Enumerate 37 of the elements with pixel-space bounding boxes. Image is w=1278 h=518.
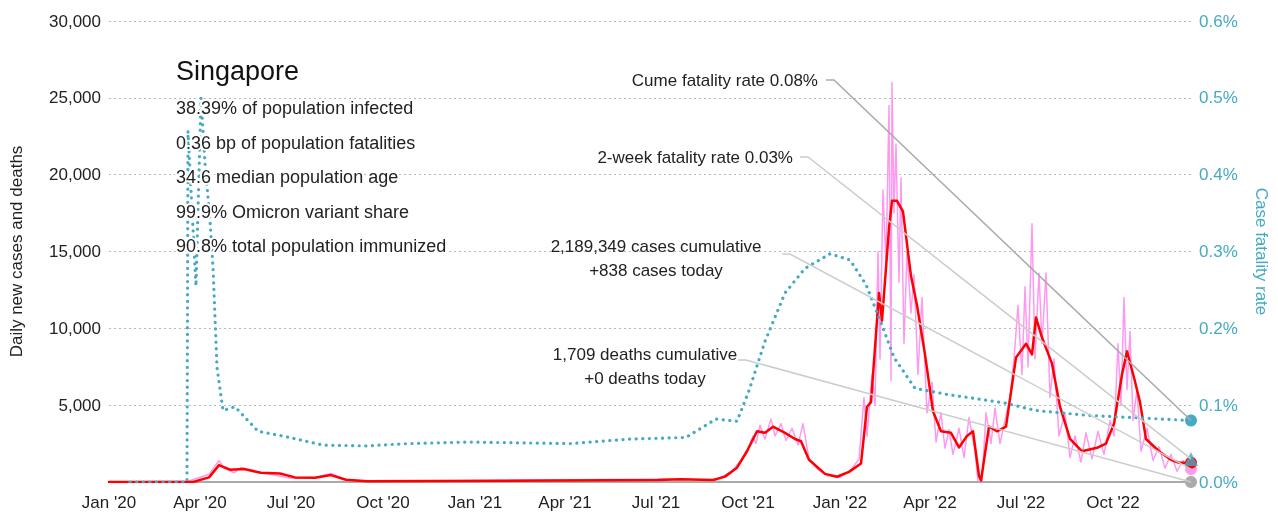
annotation: 99.9% Omicron variant share [176,201,410,222]
y2-tick-label: 0.1% [1199,395,1238,415]
annotation: 38.39% of population infected [176,98,414,118]
x-tick-label: Jan '21 [447,493,503,512]
y2-tick-label: 0.3% [1199,242,1238,261]
y-axis-title: Daily new cases and deaths [7,145,26,358]
x-tick-label: Apr '21 [538,493,592,512]
x-tick-label: Oct '20 [356,493,410,512]
y-tick-label: 15,000 [49,242,101,261]
annotation: 34.6 median population age [176,167,399,187]
annotation: 2,189,349 cases cumulative +838 cases today [550,237,762,280]
annotation: 0.36 bp of population fatalities [176,132,416,153]
y-tick-label: 30,000 [49,11,101,31]
y2-tick-label: 0.4% [1199,165,1238,185]
annotation: 90.8% total population immunized [176,236,447,256]
x-tick-label: Oct '21 [721,493,775,512]
annotation: 1,709 deaths cumulative +0 deaths today [552,345,738,388]
y2-tick-label: 0.6% [1199,11,1238,31]
x-tick-label: Jan '20 [81,493,137,512]
x-tick-label: Apr '20 [173,493,227,512]
y2-tick-label: 0.0% [1199,472,1238,492]
x-tick-label: Apr '22 [903,493,957,512]
y-tick-label: 20,000 [49,165,101,185]
y2-axis-title: Case fatality rate [1252,187,1271,316]
y-tick-label: 25,000 [49,88,101,108]
x-tick-label: Jan '22 [812,493,868,512]
x-tick-label: Jul '22 [996,493,1046,512]
x-tick-label: Oct '22 [1086,493,1140,512]
y2-tick-label: 0.5% [1199,88,1238,108]
annotation: 2-week fatality rate 0.03% [597,148,793,167]
y-tick-label: 5,000 [58,395,101,415]
y-tick-label: 10,000 [49,318,101,338]
annotation: Cume fatality rate 0.08% [631,71,818,90]
x-tick-label: Jul '21 [631,493,681,512]
y2-tick-label: 0.2% [1199,318,1238,338]
x-tick-label: Jul '20 [266,493,316,512]
text: Singapore [176,56,300,86]
